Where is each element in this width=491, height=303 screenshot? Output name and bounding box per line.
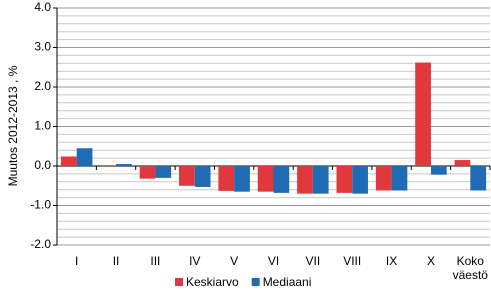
y-tick-label: 3.0 bbox=[34, 40, 51, 54]
y-tick-label: 0.0 bbox=[34, 158, 51, 172]
bar bbox=[194, 166, 211, 187]
y-tick-label: -2.0 bbox=[30, 237, 51, 251]
bar bbox=[375, 166, 392, 191]
y-tick-label: 2.0 bbox=[34, 79, 51, 93]
legend-swatch bbox=[175, 278, 183, 286]
legend-label: Keskiarvo bbox=[186, 275, 239, 289]
x-tick-label: II bbox=[113, 254, 120, 268]
bar bbox=[391, 166, 408, 191]
legend-label: Mediaani bbox=[263, 275, 312, 289]
bar bbox=[297, 166, 313, 194]
y-tick-label: -1.0 bbox=[30, 198, 51, 212]
bar bbox=[470, 166, 487, 191]
bar bbox=[234, 166, 250, 192]
bar bbox=[273, 166, 290, 193]
x-tick-label: Koko väestö bbox=[453, 254, 489, 282]
bar bbox=[454, 160, 471, 166]
x-tick-label: IX bbox=[386, 254, 397, 268]
x-tick-label: V bbox=[230, 254, 238, 268]
bar bbox=[179, 166, 195, 186]
bar bbox=[218, 166, 235, 191]
bar bbox=[155, 166, 172, 178]
bar bbox=[352, 166, 368, 194]
bar bbox=[336, 166, 353, 193]
bar bbox=[116, 164, 132, 166]
x-tick-label: IV bbox=[189, 254, 200, 268]
x-tick-label: VIII bbox=[343, 254, 361, 268]
x-tick-label: X bbox=[427, 254, 435, 268]
bar bbox=[76, 148, 93, 166]
bar bbox=[100, 165, 117, 166]
bar bbox=[257, 166, 274, 192]
x-tick-label: I bbox=[75, 254, 78, 268]
y-tick-label: 1.0 bbox=[34, 119, 51, 133]
bar bbox=[139, 166, 156, 179]
bar bbox=[430, 166, 447, 175]
y-tick-label: 4.0 bbox=[34, 0, 51, 14]
legend-swatch bbox=[251, 278, 260, 286]
x-tick-label: VI bbox=[268, 254, 279, 268]
x-tick-label: III bbox=[150, 254, 160, 268]
y-axis-title: Muutos 2012-2013 , % bbox=[6, 65, 20, 186]
bar bbox=[415, 62, 431, 167]
x-tick-label: VII bbox=[306, 254, 321, 268]
bar bbox=[312, 166, 329, 194]
bar bbox=[60, 156, 77, 166]
